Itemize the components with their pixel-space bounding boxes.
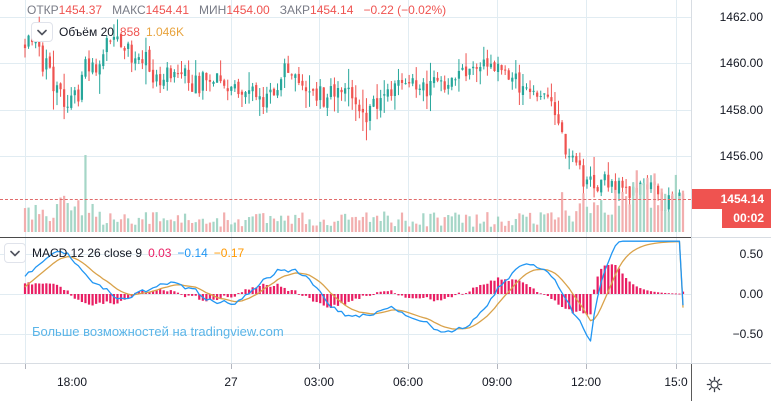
macd-pane: 0.50 0.00 −0.50 MACD 12 26 close 9 0.03 …	[0, 238, 771, 363]
time-label: 18:00	[56, 375, 88, 389]
macd-scale[interactable]: 0.50 0.00 −0.50	[691, 238, 771, 363]
bar-countdown-badge: 00:02	[722, 208, 771, 229]
price-pane: 1462.00 1460.00 1458.00 1456.00 1454.14 …	[0, 0, 771, 237]
macd-study-title[interactable]: MACD 12 26 close 9	[32, 246, 143, 260]
volume-value: 858	[119, 25, 140, 39]
open-value: 1454.37	[58, 3, 103, 17]
price-tick: 1462.00	[719, 10, 763, 24]
macd-series	[23, 240, 685, 342]
macd-tick: −0.50	[732, 327, 763, 341]
time-label: 06:00	[392, 375, 424, 389]
current-price-badge: 1454.14	[692, 189, 771, 210]
macd-line-value: −0.14	[177, 246, 208, 260]
volume-study-legend: Объём 20 858 1.046K	[31, 22, 184, 42]
chevron-down-icon[interactable]	[4, 243, 26, 263]
price-scale[interactable]: 1462.00 1460.00 1458.00 1456.00 1454.14 …	[691, 0, 771, 237]
candlestick-series	[23, 16, 685, 216]
macd-tick: 0.00	[739, 287, 763, 301]
time-label: 15:0	[664, 375, 688, 389]
macd-tick: 0.50	[739, 247, 763, 261]
low-label: МИН	[199, 3, 227, 17]
time-axis[interactable]: 18:00 27 03:00 06:00 09:00 12:00 15:0	[0, 363, 771, 401]
time-label: 03:00	[303, 375, 335, 389]
tradingview-watermark-link[interactable]: Больше возможностей на tradingview.com	[32, 324, 284, 339]
volume-study-title[interactable]: Объём 20	[59, 25, 114, 39]
open-label: ОТКР	[27, 3, 59, 17]
time-label: 27	[224, 375, 238, 389]
chevron-down-icon[interactable]	[31, 22, 53, 42]
time-label: 12:00	[570, 375, 602, 389]
price-tick: 1460.00	[719, 56, 763, 70]
close-value: 1454.14	[310, 3, 354, 17]
ohlc-legend: ОТКР1454.37 МАКС1454.41 МИН1454.00 ЗАКР1…	[27, 3, 446, 17]
pane-separator-scale	[691, 237, 771, 238]
price-tick: 1458.00	[719, 103, 763, 117]
volume-series	[23, 155, 685, 232]
macd-hist-value: 0.03	[148, 246, 172, 260]
low-value: 1454.00	[226, 3, 270, 17]
high-label: МАКС	[112, 3, 146, 17]
macd-plot-area[interactable]	[0, 238, 691, 363]
change-value: −0.22 (−0.02%)	[363, 3, 447, 17]
price-tick: 1456.00	[719, 149, 763, 163]
current-price-line	[0, 199, 691, 201]
time-label: 09:00	[481, 375, 513, 389]
volume-ma-value: 1.046K	[145, 25, 184, 39]
price-grid	[0, 0, 691, 237]
close-label: ЗАКР	[279, 3, 311, 17]
macd-signal-value: −0.17	[213, 246, 245, 260]
macd-study-legend: MACD 12 26 close 9 0.03 −0.14 −0.17	[4, 243, 244, 263]
gear-icon[interactable]	[703, 373, 725, 395]
pane-separator[interactable]	[0, 237, 691, 238]
axis-divider	[691, 364, 692, 401]
high-value: 1454.41	[145, 3, 190, 17]
price-plot-area[interactable]	[0, 0, 691, 237]
